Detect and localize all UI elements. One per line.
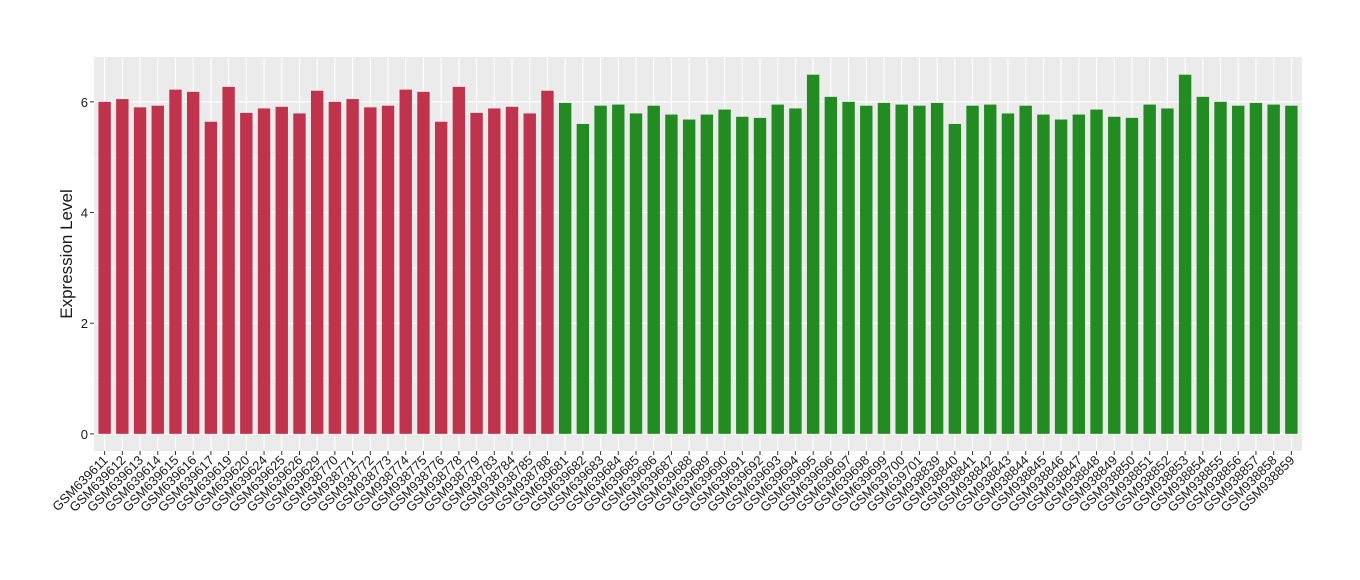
bar: [895, 104, 908, 434]
bar: [594, 105, 607, 434]
bar: [133, 107, 147, 434]
bar: [1019, 105, 1032, 434]
bar: [1249, 102, 1263, 434]
bar: [1054, 119, 1068, 434]
bar: [186, 91, 200, 434]
bar: [257, 108, 271, 434]
bar: [310, 90, 324, 434]
bar: [877, 102, 891, 434]
bar: [1196, 96, 1210, 434]
bar: [151, 105, 164, 434]
y-tick-label: 2: [81, 316, 88, 331]
bar: [789, 108, 802, 434]
bar: [328, 101, 342, 434]
bar: [1214, 101, 1227, 434]
bar: [860, 105, 873, 434]
bar: [240, 112, 253, 434]
plot-panel: [94, 57, 1302, 451]
bar: [700, 114, 714, 434]
bar: [293, 113, 306, 434]
bar: [966, 105, 979, 434]
bar: [1232, 105, 1245, 434]
bar: [806, 74, 820, 434]
bar: [346, 99, 359, 434]
bar: [381, 105, 395, 434]
bar: [523, 113, 536, 434]
bar: [612, 104, 625, 434]
bar: [771, 104, 784, 434]
bar: [399, 89, 412, 434]
bar: [984, 104, 997, 434]
bar: [434, 121, 448, 434]
y-tick-label: 6: [81, 95, 88, 110]
bar: [576, 123, 590, 434]
bar: [1090, 109, 1103, 434]
bar: [204, 121, 218, 434]
bar: [488, 108, 501, 434]
y-axis-title: Expression Level: [57, 189, 76, 318]
bar: [1125, 117, 1139, 434]
bar: [1178, 74, 1192, 434]
y-tick-label: 4: [81, 205, 88, 220]
bar: [842, 101, 855, 434]
bar: [116, 99, 129, 434]
bar: [930, 102, 944, 434]
bar: [1143, 104, 1156, 434]
bar: [665, 114, 678, 434]
bar: [1108, 116, 1121, 434]
bar: [753, 117, 767, 434]
bar: [736, 116, 749, 434]
bar: [222, 86, 235, 434]
bar: [470, 112, 483, 434]
bar: [1072, 114, 1086, 434]
bar: [718, 109, 731, 434]
bar: [505, 106, 519, 434]
bar: [647, 105, 660, 434]
bar: [948, 123, 962, 434]
bar: [169, 89, 182, 434]
bar: [629, 113, 643, 434]
bar: [913, 105, 926, 434]
bar: [541, 90, 554, 434]
bar: [364, 107, 377, 434]
bar: [1037, 114, 1050, 434]
bar: [558, 102, 572, 434]
bar: [452, 86, 466, 434]
bar: [682, 119, 696, 434]
bar: [275, 106, 288, 434]
bar: [1001, 113, 1015, 434]
bar: [1285, 105, 1298, 434]
bar: [417, 91, 430, 434]
bar: [98, 101, 111, 434]
bar: [824, 96, 838, 434]
bar: [1267, 104, 1280, 434]
y-tick-label: 0: [81, 427, 88, 442]
bar: [1161, 108, 1174, 434]
